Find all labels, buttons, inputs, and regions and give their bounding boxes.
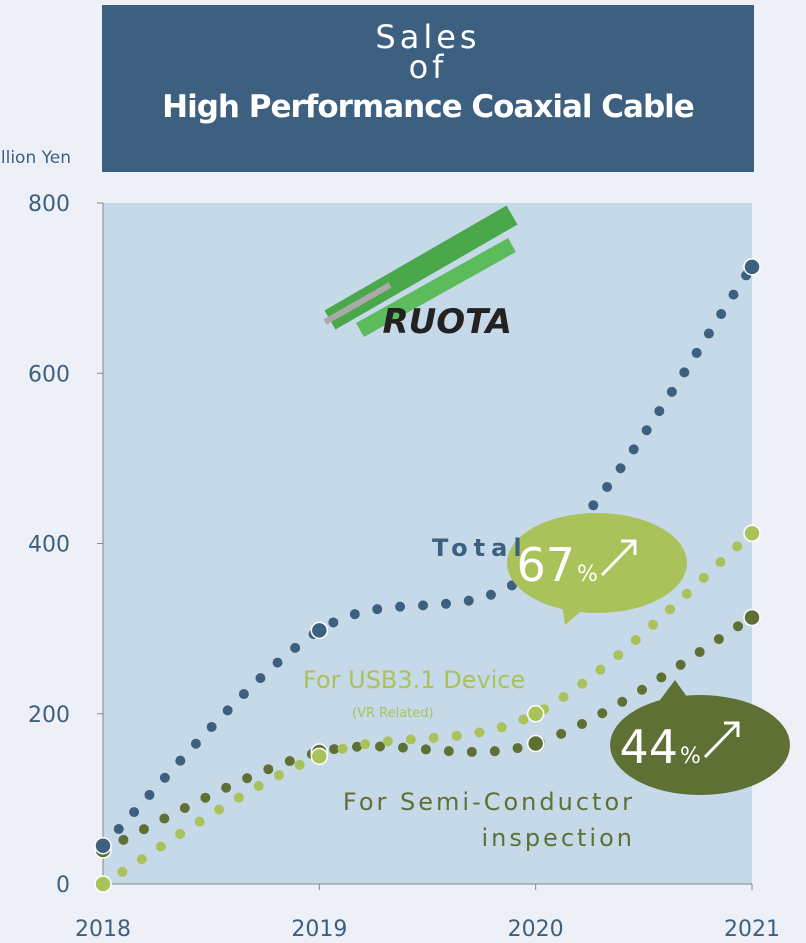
callout-unit: % [680,744,701,769]
data-point [743,258,761,276]
series-line [98,528,757,889]
callout-unit: % [577,562,598,587]
data-point [743,608,761,627]
title-line: Sales [375,18,481,56]
callout-arrow [600,539,637,577]
x-tick-label: 2018 [75,917,131,942]
callout [610,695,790,795]
callout-arrow [703,721,740,759]
series-label: Total [432,534,528,562]
data-point [94,875,112,893]
y-tick-label: 600 [28,362,70,387]
x-tick-label: 2019 [291,917,347,942]
y-tick-label: 800 [28,192,70,217]
y-tick-label: 0 [56,873,70,898]
series-label: For Semi-Conductor inspection [342,788,635,852]
data-point [526,734,545,753]
callout-value: 67 [516,538,575,592]
series-label: For USB3.1 Device [303,666,526,694]
data-point [743,524,761,543]
data-point [310,747,329,766]
callout-value: 44 [619,720,678,774]
x-tick-label: 2020 [508,917,564,942]
title: Sales of High Performance Coaxial Cable [102,18,754,132]
y-tick-label: 400 [28,533,70,558]
series-note: (VR Related) [352,706,434,721]
title-line: High Performance Coaxial Cable [162,89,695,125]
data-point [310,621,329,640]
data-point [526,705,545,723]
x-tick-label: 2021 [724,917,780,942]
cable-image [323,205,518,337]
title-line: of [408,48,448,86]
data-point [94,836,112,855]
callout [507,513,687,613]
series-line [98,612,757,855]
y-axis-label: Million Yen [0,148,71,168]
title-box [102,5,754,172]
y-tick-label: 200 [28,703,70,728]
logo: RUOTA [382,302,512,342]
